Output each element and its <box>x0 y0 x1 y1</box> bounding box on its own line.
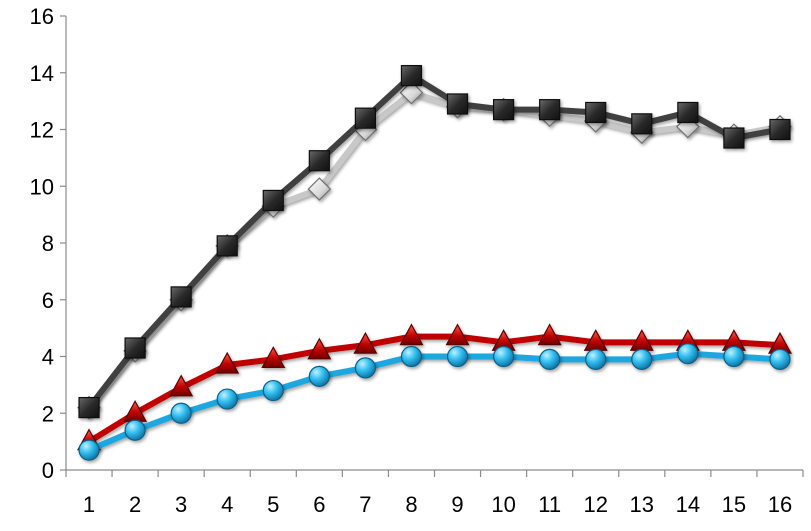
x-tick-label: 8 <box>405 492 417 517</box>
series-3 <box>77 323 792 451</box>
series-3-point <box>537 323 562 346</box>
series-4-point <box>216 388 238 410</box>
series-2-point <box>216 235 238 257</box>
series-2-point <box>308 150 330 172</box>
series-2-line <box>86 72 783 411</box>
series-1-point <box>399 80 424 105</box>
x-tick-label: 6 <box>313 492 325 517</box>
y-tick-label: 8 <box>42 231 54 256</box>
series-4-point <box>585 348 607 370</box>
y-tick-label: 0 <box>42 458 54 483</box>
y-tick-label: 14 <box>30 61 54 86</box>
series-2-point <box>78 396 100 419</box>
series-2-point <box>631 113 653 135</box>
series-4-point <box>400 345 423 368</box>
series-4-point <box>723 345 745 368</box>
x-tick-label: 1 <box>83 492 95 517</box>
series-3-point <box>169 374 194 397</box>
series-3-point <box>353 331 378 354</box>
series-2-point <box>769 118 791 141</box>
series-1-line <box>86 89 783 411</box>
series-3-line <box>86 333 783 445</box>
x-tick-label: 10 <box>491 492 515 517</box>
series-3-point <box>261 346 286 368</box>
series-4-point <box>677 343 699 365</box>
x-tick-label: 3 <box>175 492 187 517</box>
x-tick-label: 11 <box>538 492 561 517</box>
series-2-point <box>677 101 699 124</box>
series-3-point <box>307 337 332 360</box>
x-tick-label: 15 <box>722 492 746 517</box>
x-tick-label: 4 <box>221 492 233 517</box>
series-2 <box>78 64 791 419</box>
series-1-point <box>307 177 332 201</box>
series-4 <box>78 343 791 461</box>
y-tick-label: 16 <box>30 4 54 29</box>
series-4-point <box>631 348 653 370</box>
series-2-point <box>262 189 284 212</box>
series-4-point <box>262 379 284 402</box>
series-4-point <box>539 348 561 370</box>
x-tick-label: 2 <box>129 492 141 517</box>
series-2-point <box>492 99 515 121</box>
y-tick-label: 2 <box>42 401 54 426</box>
x-tick-label: 5 <box>267 492 279 517</box>
x-tick-label: 7 <box>359 492 371 517</box>
series-2-point <box>539 99 561 121</box>
series-2-point <box>723 127 745 149</box>
x-tick-label: 12 <box>583 492 607 517</box>
series-4-point <box>308 365 330 387</box>
y-tick-label: 10 <box>30 174 54 199</box>
series-3-point <box>399 323 424 346</box>
x-tick-label: 16 <box>768 492 792 517</box>
series-2-point <box>446 93 469 115</box>
y-tick-label: 6 <box>42 288 54 313</box>
series-layer <box>77 64 792 461</box>
series-4-point <box>124 419 146 441</box>
series-2-point <box>400 64 423 87</box>
y-tick-label: 12 <box>30 118 54 143</box>
series-4-point <box>446 345 469 368</box>
x-tick-label: 9 <box>451 492 463 517</box>
series-2-point <box>124 337 146 359</box>
series-4-point <box>492 345 515 368</box>
series-3-point <box>445 323 470 346</box>
series-4-point <box>78 439 100 461</box>
series-2-point <box>170 286 192 308</box>
series-2-point <box>585 101 607 124</box>
series-1 <box>77 80 792 420</box>
y-tick-label: 4 <box>42 345 54 370</box>
series-2-point <box>354 107 377 129</box>
series-4-point <box>170 402 192 424</box>
series-3-point <box>215 351 240 374</box>
series-4-line <box>86 350 783 454</box>
series-4-point <box>769 348 791 370</box>
x-tick-label: 13 <box>630 492 654 517</box>
x-tick-label: 14 <box>676 492 700 517</box>
series-4-point <box>354 357 377 379</box>
